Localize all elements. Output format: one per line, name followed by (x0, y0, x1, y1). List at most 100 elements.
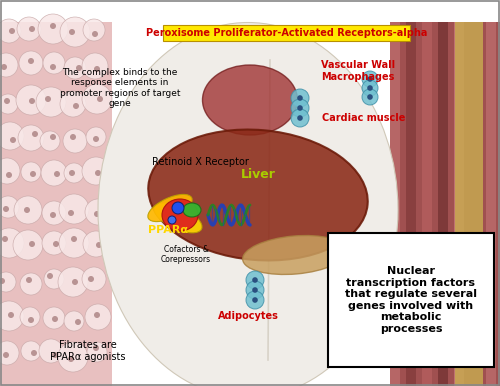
Circle shape (82, 84, 112, 114)
Circle shape (70, 134, 76, 140)
Circle shape (9, 28, 15, 34)
Circle shape (367, 76, 373, 82)
Circle shape (73, 103, 79, 109)
Circle shape (88, 276, 94, 282)
Circle shape (0, 301, 24, 331)
Circle shape (39, 339, 63, 363)
Circle shape (362, 89, 378, 105)
Circle shape (14, 196, 42, 224)
Circle shape (362, 71, 378, 87)
FancyBboxPatch shape (390, 22, 400, 386)
Circle shape (94, 66, 100, 72)
Circle shape (8, 312, 14, 318)
Circle shape (38, 14, 68, 44)
Circle shape (0, 228, 24, 258)
Text: Nuclear
transcription factors
that regulate several
genes involved with
metaboli: Nuclear transcription factors that regul… (345, 266, 477, 334)
Circle shape (168, 216, 176, 224)
Circle shape (291, 99, 309, 117)
Circle shape (69, 29, 75, 35)
Circle shape (252, 297, 258, 303)
Circle shape (3, 206, 9, 212)
Circle shape (85, 199, 111, 225)
FancyBboxPatch shape (390, 22, 500, 386)
Circle shape (0, 19, 21, 43)
Text: Cardiac muscle: Cardiac muscle (322, 113, 406, 123)
Circle shape (4, 98, 10, 104)
Circle shape (21, 162, 41, 182)
Text: Fibrates are
PPARα agonists: Fibrates are PPARα agonists (50, 340, 126, 362)
Circle shape (64, 311, 84, 331)
Circle shape (50, 23, 56, 29)
Circle shape (60, 91, 86, 117)
Circle shape (44, 269, 64, 289)
Circle shape (31, 350, 37, 356)
Circle shape (29, 98, 35, 104)
Circle shape (83, 231, 109, 257)
Circle shape (246, 281, 264, 299)
Circle shape (1, 64, 7, 70)
Circle shape (0, 94, 18, 114)
Circle shape (297, 95, 303, 101)
Circle shape (85, 304, 111, 330)
Circle shape (58, 267, 88, 297)
FancyBboxPatch shape (470, 22, 480, 386)
Circle shape (95, 170, 101, 176)
Circle shape (86, 127, 106, 147)
Circle shape (246, 291, 264, 309)
Circle shape (13, 230, 43, 260)
FancyBboxPatch shape (454, 22, 464, 386)
Circle shape (18, 125, 44, 151)
Circle shape (41, 160, 67, 186)
Circle shape (291, 89, 309, 107)
Circle shape (362, 80, 378, 96)
Circle shape (82, 267, 106, 291)
Circle shape (246, 271, 264, 289)
Circle shape (367, 94, 373, 100)
Circle shape (20, 273, 42, 295)
Circle shape (0, 122, 24, 150)
FancyBboxPatch shape (438, 22, 448, 386)
Circle shape (52, 316, 58, 322)
Circle shape (64, 57, 86, 79)
Circle shape (367, 85, 373, 91)
FancyBboxPatch shape (0, 22, 112, 386)
Circle shape (3, 352, 9, 358)
Circle shape (172, 202, 184, 214)
Circle shape (28, 58, 34, 64)
Ellipse shape (154, 203, 202, 233)
Circle shape (297, 105, 303, 111)
Circle shape (59, 228, 89, 258)
Text: The complex binds to the
response elements in
promoter regions of target
gene: The complex binds to the response elemen… (60, 68, 180, 108)
FancyBboxPatch shape (422, 22, 432, 386)
Text: Vascular Wall
Macrophages: Vascular Wall Macrophages (321, 60, 395, 81)
Text: Liver: Liver (240, 169, 276, 181)
Circle shape (63, 129, 87, 153)
Circle shape (6, 172, 12, 178)
Circle shape (92, 31, 98, 37)
Circle shape (47, 273, 53, 279)
Circle shape (26, 277, 32, 283)
FancyBboxPatch shape (328, 233, 494, 367)
Circle shape (36, 87, 66, 117)
Text: PPARα: PPARα (148, 225, 188, 235)
Circle shape (30, 171, 36, 177)
Circle shape (291, 109, 309, 127)
Circle shape (71, 236, 77, 242)
Circle shape (0, 341, 19, 365)
Circle shape (297, 115, 303, 121)
Ellipse shape (148, 130, 368, 261)
Circle shape (96, 242, 102, 248)
Ellipse shape (148, 195, 192, 222)
Circle shape (0, 158, 20, 184)
Circle shape (252, 287, 258, 293)
Circle shape (42, 231, 66, 255)
Circle shape (69, 170, 75, 176)
Circle shape (76, 65, 82, 71)
Text: Retinoid X Receptor: Retinoid X Receptor (152, 157, 249, 167)
Circle shape (10, 137, 16, 143)
Ellipse shape (162, 199, 198, 231)
Circle shape (24, 207, 30, 213)
Circle shape (64, 163, 84, 183)
FancyBboxPatch shape (486, 22, 496, 386)
Circle shape (0, 278, 5, 284)
